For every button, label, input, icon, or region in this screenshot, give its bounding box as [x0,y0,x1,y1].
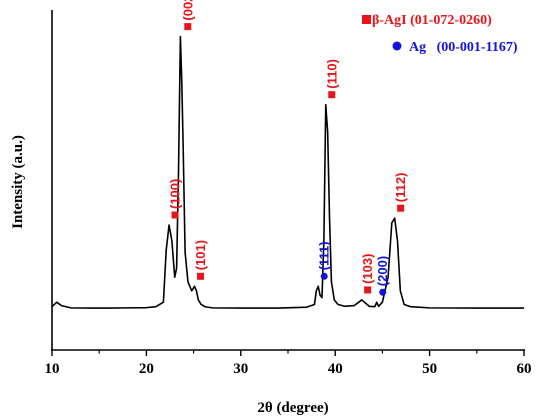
peak-index-text: (002) [180,0,195,21]
legend-entry-ag: Ag (00-001-1167) [409,40,518,55]
agi-square-marker [328,91,336,99]
peak-label-103: (103) [360,254,375,294]
peak-label-100: (100) [168,179,183,219]
axes: 10 20 30 40 50 60 [45,10,532,377]
x-tick-label: 30 [233,361,248,377]
x-tick-label: 40 [328,361,343,377]
peak-label-101: (101) [193,240,208,280]
peak-index-text: (110) [324,59,339,89]
x-tick-label: 50 [422,361,437,377]
x-tick-label: 20 [139,361,154,377]
agi-square-marker [171,211,179,219]
legend-entry-agi: β-AgI (01-072-0260) [372,13,492,28]
agi-square-marker [397,204,405,212]
legend-square-marker [362,15,371,24]
peak-index-text: (112) [393,173,408,203]
peak-label-110: (110) [324,59,339,99]
plot-area [51,35,524,309]
legend: β-AgI (01-072-0260) Ag (00-001-1167) [362,13,518,55]
x-axis-title: 2θ (degree) [257,400,328,416]
x-tick-label: 60 [517,361,532,377]
x-tick-label: 10 [45,361,60,377]
peak-label-002: (002) [180,0,195,31]
agi-square-marker [197,272,205,280]
agi-square-marker [184,23,192,31]
peak-index-text: (101) [193,240,208,270]
peak-label-111: (111) [317,241,332,280]
agi-square-marker [364,286,372,294]
peak-label-200: (200) [375,256,390,296]
peak-index-text: (111) [317,241,332,270]
legend-circle-marker [392,41,402,51]
peak-index-text: (103) [360,254,375,284]
peak-index-text: (200) [375,256,390,286]
ag-circle-marker [379,288,387,296]
peak-labels: (100) (002) (101) (111) (110) (103) (200) (112) [168,0,408,296]
peak-label-112: (112) [393,173,408,212]
xrd-pattern-line [51,35,524,309]
peak-index-text: (100) [168,179,183,209]
y-axis-title: Intensity (a.u.) [10,135,26,229]
ag-circle-marker [320,272,328,280]
